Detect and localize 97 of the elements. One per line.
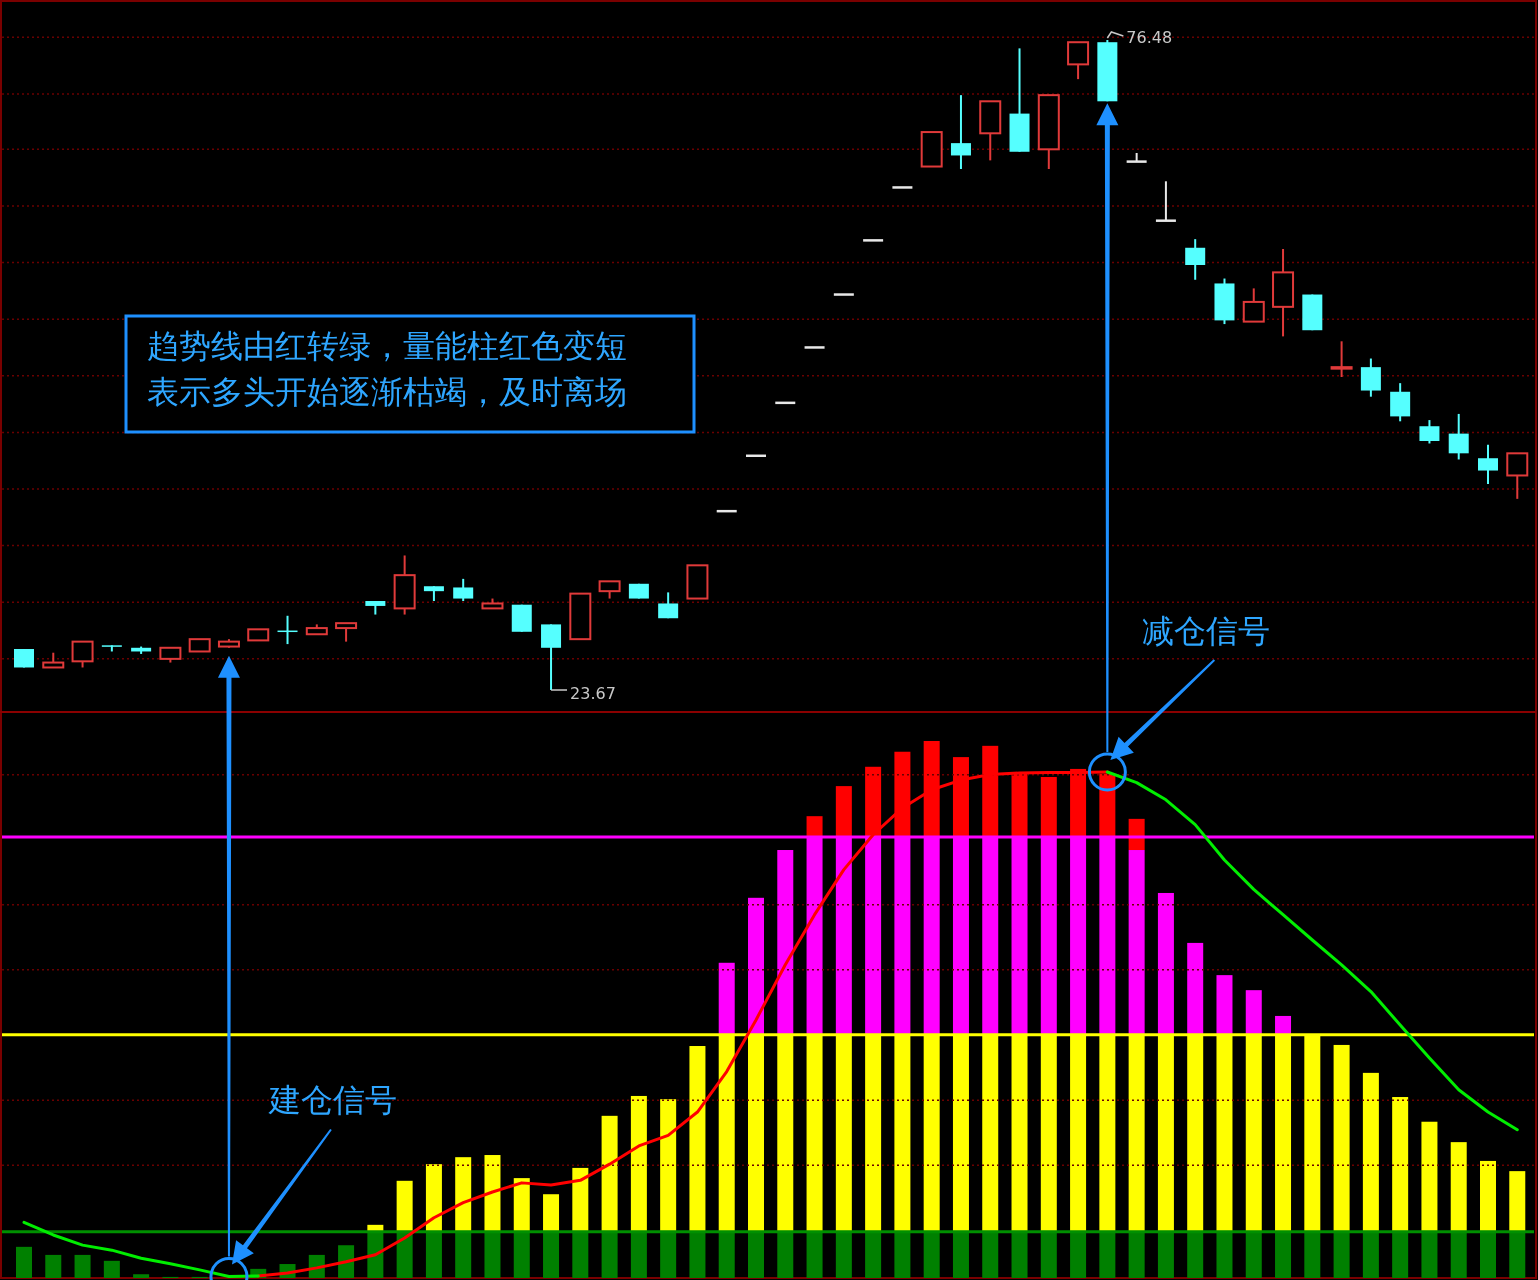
bar — [1245, 990, 1262, 1035]
candlestick — [71, 640, 94, 669]
bar — [572, 1231, 589, 1278]
bar — [1216, 975, 1233, 1035]
bar — [923, 1231, 940, 1278]
bar — [1450, 1231, 1467, 1278]
candlestick — [1330, 340, 1353, 378]
candlestick — [1419, 419, 1440, 445]
bar — [543, 1194, 560, 1232]
bar — [689, 1046, 706, 1232]
bar — [425, 1231, 442, 1278]
bar — [1099, 1231, 1116, 1278]
bar — [1480, 1160, 1496, 1232]
bar — [806, 1231, 823, 1278]
bar — [748, 1231, 764, 1278]
bar — [1333, 1231, 1350, 1278]
bar — [1245, 1231, 1262, 1278]
bar — [865, 1231, 882, 1278]
bar — [543, 1231, 560, 1278]
bar — [1157, 892, 1174, 1035]
bar — [982, 1231, 999, 1278]
candlestick — [1506, 452, 1529, 500]
bar — [660, 1231, 677, 1278]
bar — [1128, 1231, 1145, 1278]
bar — [1040, 776, 1057, 838]
candlestick — [658, 591, 679, 620]
bar — [16, 1246, 32, 1278]
bar — [1187, 942, 1204, 1035]
bar — [630, 1095, 647, 1232]
bar — [894, 1231, 911, 1278]
bar — [806, 816, 823, 838]
bar — [1392, 1097, 1409, 1232]
bar — [689, 1231, 706, 1278]
bar — [1333, 1044, 1350, 1232]
bar — [1011, 1231, 1028, 1278]
bar — [1128, 850, 1145, 1035]
bar — [1216, 1231, 1233, 1278]
candlestick — [335, 622, 358, 643]
bar — [601, 1231, 618, 1278]
candlestick — [1360, 357, 1381, 398]
annotation: 建仓信号 — [267, 1082, 397, 1119]
annotation: 表示多头开始逐渐枯竭，及时离场 — [147, 374, 627, 410]
bar — [455, 1231, 472, 1278]
bar — [777, 1231, 794, 1278]
annotation: 趋势线由红转绿，量能柱红色变短 — [147, 328, 627, 364]
annotation: 减仓信号 — [1142, 613, 1271, 649]
bar — [952, 1231, 969, 1278]
annotation: 76.48 — [1126, 28, 1173, 47]
candlestick — [1067, 41, 1090, 81]
bar — [455, 1157, 472, 1232]
bar — [1362, 1072, 1379, 1232]
bar — [718, 1231, 735, 1278]
annotation: 23.67 — [570, 684, 616, 703]
bar — [484, 1155, 501, 1232]
bar — [1480, 1231, 1496, 1278]
candlestick — [950, 94, 971, 170]
bar — [513, 1178, 530, 1232]
bar — [835, 1231, 852, 1278]
bar — [484, 1231, 501, 1278]
candlestick — [1154, 180, 1178, 222]
bar — [425, 1164, 442, 1232]
bar — [1509, 1231, 1526, 1278]
bar — [660, 1099, 677, 1232]
bar — [1304, 1231, 1321, 1278]
bar — [133, 1274, 150, 1278]
bar — [513, 1231, 530, 1278]
bar — [1040, 1231, 1057, 1278]
bar — [777, 850, 794, 1035]
bar — [601, 1115, 618, 1232]
bar — [1362, 1231, 1379, 1278]
bar — [338, 1245, 355, 1278]
bar — [396, 1231, 413, 1278]
bar — [1157, 1231, 1174, 1278]
bar — [74, 1254, 91, 1278]
candlestick — [1448, 412, 1469, 461]
bar — [1128, 818, 1145, 851]
bar — [572, 1167, 589, 1232]
bar — [1070, 1231, 1087, 1278]
candlestick — [453, 577, 474, 603]
bar — [1421, 1121, 1438, 1232]
bar — [748, 897, 764, 1035]
bar — [396, 1180, 413, 1232]
bar — [367, 1231, 384, 1278]
candlestick — [1185, 238, 1206, 281]
bar — [835, 786, 852, 838]
bar — [1275, 1231, 1292, 1278]
bar — [1011, 773, 1028, 838]
bar — [1392, 1231, 1409, 1278]
bar — [45, 1254, 62, 1278]
bar — [103, 1260, 120, 1278]
bar — [718, 962, 735, 1035]
candlestick — [1242, 287, 1265, 323]
bar — [1421, 1231, 1438, 1278]
bar — [1187, 1231, 1204, 1278]
bar — [630, 1231, 647, 1278]
bar — [1509, 1171, 1526, 1232]
bar — [1450, 1142, 1467, 1232]
